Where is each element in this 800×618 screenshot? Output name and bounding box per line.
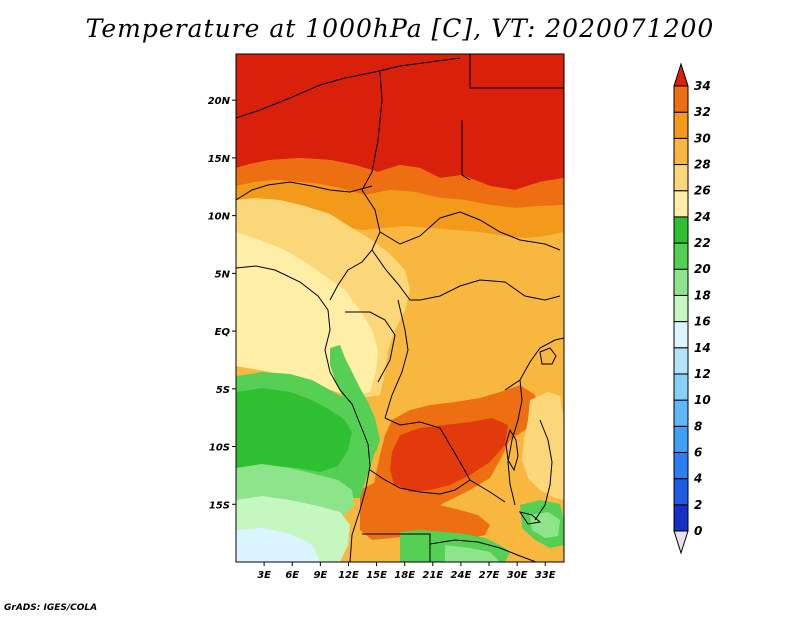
border-central-4 <box>345 311 396 383</box>
border-lake-2 <box>539 347 557 365</box>
lon-tick-label: 24E <box>451 570 472 581</box>
colorbar-label: 10 <box>694 393 711 407</box>
colorbar-label: 34 <box>694 79 711 93</box>
colorbar-label: 28 <box>694 158 711 172</box>
colorbar-label: 18 <box>694 288 711 302</box>
border-lake-1 <box>505 428 519 472</box>
plot-title: Temperature at 1000hPa [C], VT: 20200712… <box>85 14 715 43</box>
border-coast-west <box>235 265 371 563</box>
colorbar-label: 32 <box>694 105 711 119</box>
border-central-1 <box>329 189 381 301</box>
colorbar-label: 20 <box>694 262 711 276</box>
field-hot-core-inner <box>390 418 508 492</box>
colorbar-bin <box>673 85 689 113</box>
border-south-3 <box>362 533 431 562</box>
colorbar-label: 24 <box>694 210 711 224</box>
lon-tick-label: 15E <box>366 570 387 581</box>
border-north-4 <box>469 54 564 89</box>
border-east-3 <box>534 419 553 521</box>
lat-tick-label: 15S <box>209 500 230 511</box>
lat-tick-label: 5N <box>215 269 231 280</box>
colorbar-label: 26 <box>694 184 711 198</box>
colorbar-label: 14 <box>694 341 711 355</box>
lat-tick-label: EQ <box>215 327 231 338</box>
lon-tick-label: 21E <box>422 570 443 581</box>
lon-tick-label: 30E <box>507 570 528 581</box>
border-congo-basin <box>384 299 409 419</box>
lon-tick-label: 3E <box>257 570 271 581</box>
lon-tick-label: 6E <box>285 570 299 581</box>
colorbar-bin <box>673 347 689 375</box>
field-band-30 <box>236 180 564 238</box>
colorbar-label: 0 <box>694 524 702 538</box>
field-east-plateau <box>522 392 564 500</box>
lat-tick-label: 10S <box>209 443 230 454</box>
field-east-green-light <box>530 512 560 538</box>
country-borders <box>235 54 565 563</box>
field-band-18 <box>236 388 352 472</box>
border-north-2 <box>361 71 383 191</box>
colorbar-bin <box>673 268 689 296</box>
colorbar-bin <box>673 164 689 192</box>
colorbar-label: 6 <box>694 445 702 459</box>
colorbar-bin <box>673 373 689 401</box>
colorbar-under-triangle <box>673 530 689 555</box>
lon-tick-label: 33E <box>535 570 556 581</box>
border-south-2 <box>369 469 471 495</box>
field-coastal-strip <box>330 345 380 452</box>
colorbar-label: 30 <box>694 131 711 145</box>
field-band-22-coast <box>236 260 345 386</box>
colorbar-label: 12 <box>694 367 711 381</box>
lon-ticks: 3E 6E 9E 12E 15E 18E 21E 24E 27E 30E 33E <box>257 562 556 581</box>
colorbar-bin <box>673 216 689 244</box>
colorbar-bin <box>673 425 689 453</box>
colorbar-bin <box>673 111 689 139</box>
border-north-3 <box>461 120 471 181</box>
border-south-4 <box>429 539 537 563</box>
lon-tick-label: 9E <box>313 570 327 581</box>
colorbar-bin <box>673 242 689 270</box>
lat-tick-label: 5S <box>216 385 230 396</box>
lon-tick-label: 18E <box>394 570 415 581</box>
colorbar-bin <box>673 190 689 218</box>
colorbar-bin <box>673 399 689 427</box>
map-frame <box>235 53 565 563</box>
border-south-1 <box>384 417 506 503</box>
lon-tick-label: 12E <box>338 570 359 581</box>
border-east-2 <box>507 379 523 506</box>
colorbar-bin <box>673 137 689 166</box>
colorbar-label: 4 <box>693 472 702 486</box>
border-north-1 <box>235 57 461 119</box>
colorbar-label: 16 <box>694 315 711 329</box>
lat-tick-label: 20N <box>208 96 231 107</box>
border-lake-3 <box>518 511 542 525</box>
lat-ticks: 20N 15N 10N 5N EQ 5S 10S 15S <box>208 96 236 511</box>
border-central-3 <box>371 249 561 301</box>
lat-tick-label: 15N <box>208 154 231 165</box>
colorbar-bin <box>673 478 689 506</box>
lat-tick-label: 10N <box>208 212 231 223</box>
field-hot-south <box>360 480 490 540</box>
field-band-32 <box>236 158 564 208</box>
border-west-mid <box>235 181 373 201</box>
field-south-light <box>445 545 500 562</box>
colorbar-label: 2 <box>694 498 702 512</box>
colorbar-bin <box>673 451 689 480</box>
colorbar-label: 8 <box>694 419 702 433</box>
colorbar-over-triangle <box>673 62 689 87</box>
lon-tick-label: 27E <box>479 570 500 581</box>
field-band-12 <box>236 528 320 562</box>
border-central-2 <box>379 211 561 251</box>
colorbar-bin <box>673 504 689 532</box>
colorbar-bin <box>673 294 689 323</box>
colorbar-bin <box>673 321 689 349</box>
border-east-1 <box>504 337 565 391</box>
colorbar-label: 22 <box>694 236 711 250</box>
grads-credit: GrADS: IGES/COLA <box>4 603 98 613</box>
